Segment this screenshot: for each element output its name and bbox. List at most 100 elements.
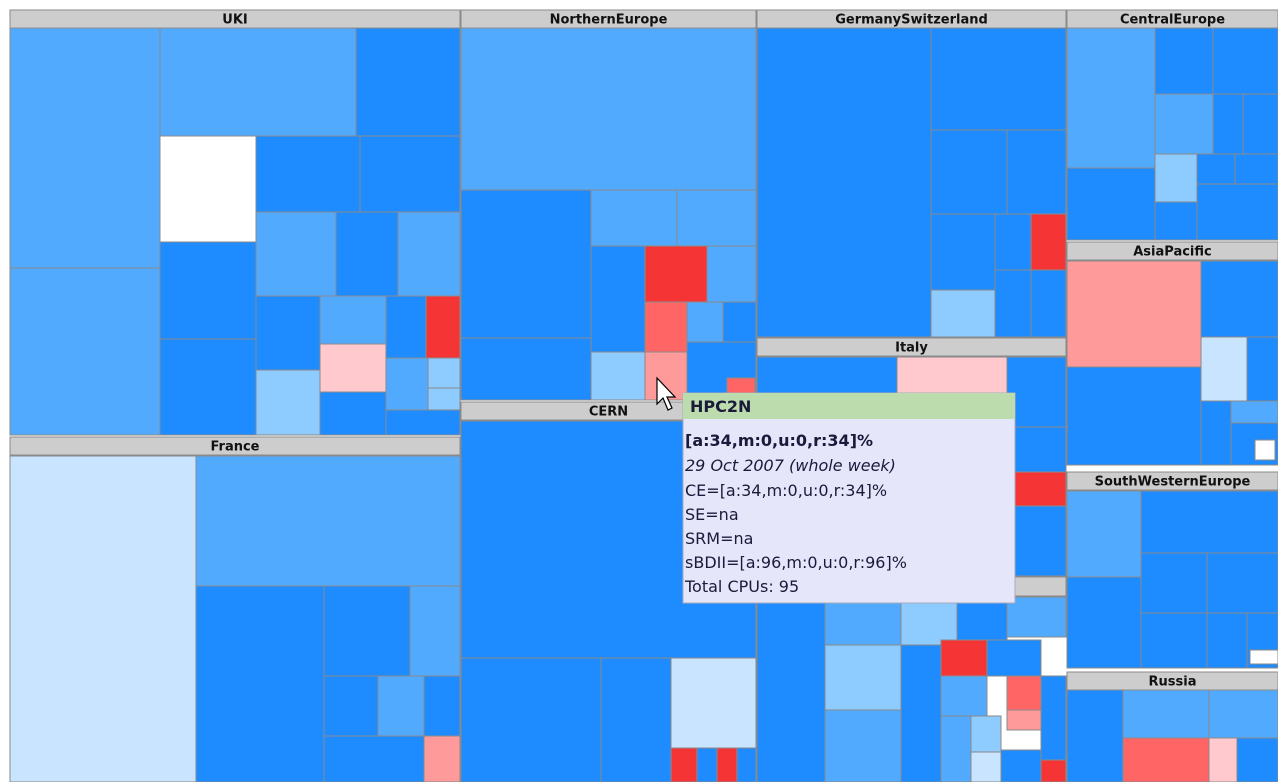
cell [1140, 552, 1208, 614]
cell [1006, 596, 1067, 638]
cell [460, 337, 592, 401]
cell [423, 675, 461, 737]
cell [1030, 213, 1067, 271]
tooltip-summary: [a:34,m:0,u:0,r:34]% [685, 431, 873, 450]
cell [1140, 612, 1208, 669]
region-header [1066, 9, 1278, 29]
cell [970, 751, 1002, 782]
cell [1066, 167, 1156, 241]
cell [1200, 260, 1278, 338]
cell [1212, 93, 1244, 155]
cell [385, 357, 429, 411]
cell [159, 135, 257, 243]
cell [1206, 612, 1248, 669]
cell [1154, 93, 1214, 155]
cell [1246, 336, 1278, 402]
cell [1154, 201, 1198, 241]
cell [323, 675, 379, 737]
cell [930, 213, 996, 291]
tooltip-header [683, 393, 1015, 419]
region-header [1066, 471, 1278, 491]
cell [676, 189, 757, 247]
cell [756, 27, 932, 338]
cell [1154, 153, 1198, 203]
cell [1066, 576, 1142, 669]
cell [1006, 471, 1067, 507]
cell [706, 245, 757, 303]
cell [1066, 260, 1202, 368]
cell [335, 211, 399, 297]
cell [716, 747, 738, 782]
cell [940, 675, 988, 717]
cell [159, 338, 257, 436]
cell [1066, 366, 1202, 466]
cell [1196, 153, 1236, 185]
cell [1154, 27, 1214, 95]
cell [1254, 439, 1276, 461]
cell [355, 27, 461, 137]
cell [1234, 153, 1278, 185]
cell [1140, 490, 1278, 554]
mouse-cursor [656, 376, 677, 411]
tooltip-line: Total CPUs: 95 [684, 577, 799, 596]
region-header [1066, 671, 1278, 691]
cell [423, 735, 461, 782]
cell [940, 639, 988, 677]
cell [644, 301, 688, 353]
cell [255, 211, 337, 297]
cell [1066, 490, 1142, 578]
cell [994, 213, 1032, 271]
cell [195, 585, 325, 782]
cell [1122, 737, 1210, 782]
cell [9, 267, 161, 436]
region-label: SouthWesternEurope [1095, 475, 1251, 490]
cell [670, 747, 698, 782]
cell [460, 27, 757, 191]
cell [1006, 709, 1042, 731]
tooltip-line: SRM=na [685, 529, 753, 548]
cell [1249, 649, 1278, 665]
cell [1066, 689, 1124, 782]
cell [930, 27, 1067, 131]
tooltip-line: SE=na [685, 505, 739, 524]
cell [1212, 27, 1278, 95]
cell [940, 715, 972, 782]
cell [319, 295, 387, 345]
cell [319, 391, 387, 436]
region-label: CERN [589, 405, 628, 420]
region-label: CentralEurope [1120, 13, 1225, 28]
cell [409, 585, 461, 677]
cell [1000, 749, 1042, 782]
cell [970, 715, 1002, 753]
tooltip-date: 29 Oct 2007 (whole week) [685, 456, 896, 475]
region-label: Russia [1149, 675, 1197, 690]
cell [644, 245, 708, 303]
cell [1030, 269, 1067, 338]
region-header [756, 337, 1067, 357]
cell [1006, 129, 1067, 215]
region-label: NorthernEurope [550, 13, 668, 28]
cell [427, 357, 461, 389]
cell [994, 269, 1032, 338]
cell [756, 596, 826, 782]
cell [1040, 759, 1067, 782]
region-header [9, 9, 461, 29]
cell [930, 289, 996, 338]
cell [590, 351, 646, 401]
region-label: AsiaPacific [1133, 245, 1211, 260]
cell [590, 245, 646, 353]
cell [159, 241, 257, 340]
cell [385, 295, 427, 359]
cell [1208, 737, 1238, 782]
tooltip-body [682, 392, 1016, 604]
cell [1230, 400, 1278, 424]
cell [1208, 689, 1278, 739]
tooltip-title: HPC2N [690, 397, 751, 416]
region-header [756, 9, 1067, 29]
cell [736, 747, 757, 782]
region-headers: UKI NorthernEurope GermanySwitzerland Centr… [9, 9, 1278, 691]
cell [460, 657, 602, 782]
cell [195, 455, 461, 587]
region-header [460, 9, 757, 29]
cell [930, 129, 1008, 215]
